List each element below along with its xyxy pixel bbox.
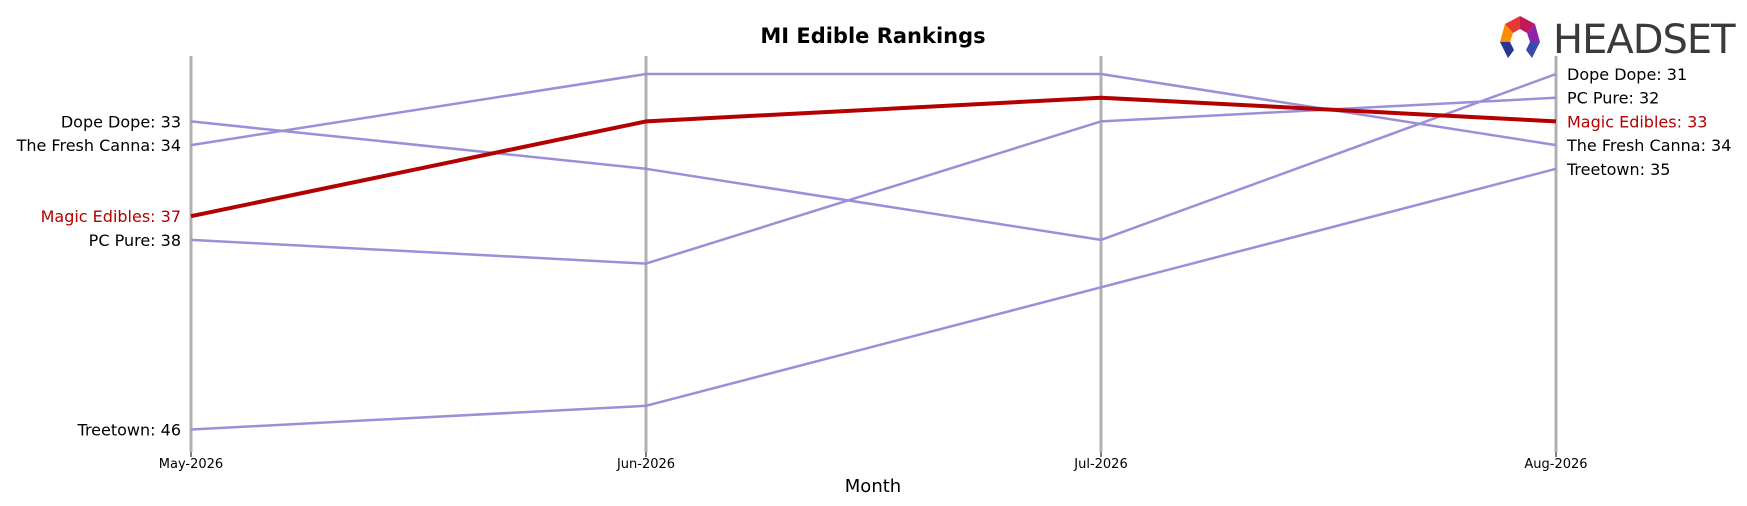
grid-layer <box>189 56 1558 452</box>
left-label-magic-edibles: Magic Edibles: 37 <box>41 207 181 226</box>
headset-logo: HEADSET <box>1500 16 1737 63</box>
right-label-magic-edibles: Magic Edibles: 33 <box>1567 112 1707 131</box>
series-line-treetown <box>190 167 1557 431</box>
series-line-magic-edibles <box>190 95 1557 219</box>
x-axis-label: Month <box>845 476 901 497</box>
left-label-pc-pure: PC Pure: 38 <box>89 231 181 250</box>
left-label-the-fresh-canna: The Fresh Canna: 34 <box>16 136 181 155</box>
left-label-treetown: Treetown: 46 <box>77 421 181 440</box>
x-tick-label-Aug-2026: Aug-2026 <box>1524 457 1587 472</box>
label-layer: Dope Dope: 33 The Fresh Canna: 34 Magic Ed… <box>16 65 1732 440</box>
right-label-the-fresh-canna: The Fresh Canna: 34 <box>1566 136 1731 155</box>
series-layer <box>190 72 1557 431</box>
right-label-pc-pure: PC Pure: 32 <box>1567 89 1659 108</box>
series-line-dope-dope <box>190 72 1557 242</box>
x-tick-label-Jun-2026: Jun-2026 <box>616 457 675 472</box>
right-label-dope-dope: Dope Dope: 31 <box>1567 65 1687 84</box>
x-tick-label-Jul-2026: Jul-2026 <box>1073 457 1127 472</box>
right-label-treetown: Treetown: 35 <box>1566 160 1670 179</box>
series-line-pc-pure <box>190 96 1557 265</box>
chart-title: MI Edible Rankings <box>760 24 985 48</box>
left-label-dope-dope: Dope Dope: 33 <box>61 112 181 131</box>
headset-logo-mark <box>1500 16 1540 58</box>
x-tick-label-May-2026: May-2026 <box>159 457 223 472</box>
headset-logo-text: HEADSET <box>1553 17 1736 63</box>
tick-layer: May-2026 Jun-2026 Jul-2026 Aug-2026 <box>159 452 1588 472</box>
